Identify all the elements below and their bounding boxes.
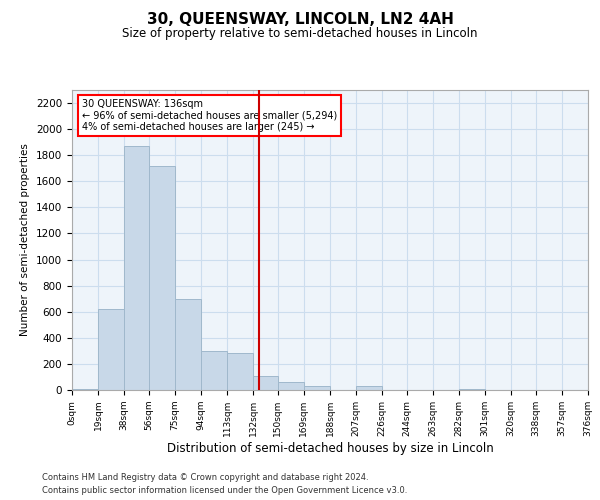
Bar (124, 146, 149, 390)
X-axis label: Distribution of semi-detached houses by size in Lincoln: Distribution of semi-detached houses by … (167, 442, 493, 454)
Bar (98, 309, 124, 390)
Text: Contains public sector information licensed under the Open Government Licence v3: Contains public sector information licen… (42, 486, 407, 495)
Bar (278, 382, 304, 390)
Bar (304, 386, 330, 390)
Text: 30 QUEENSWAY: 136sqm
← 96% of semi-detached houses are smaller (5,294)
4% of sem: 30 QUEENSWAY: 136sqm ← 96% of semi-detac… (82, 99, 338, 132)
Bar (175, 298, 201, 390)
Text: Size of property relative to semi-detached houses in Lincoln: Size of property relative to semi-detach… (122, 28, 478, 40)
Text: Contains HM Land Registry data © Crown copyright and database right 2024.: Contains HM Land Registry data © Crown c… (42, 474, 368, 482)
Text: 30, QUEENSWAY, LINCOLN, LN2 4AH: 30, QUEENSWAY, LINCOLN, LN2 4AH (146, 12, 454, 28)
Bar (201, 351, 227, 390)
Y-axis label: Number of semi-detached properties: Number of semi-detached properties (20, 144, 31, 336)
Bar (356, 386, 382, 390)
Bar (253, 376, 278, 390)
Bar (149, 166, 175, 390)
Bar (227, 354, 253, 390)
